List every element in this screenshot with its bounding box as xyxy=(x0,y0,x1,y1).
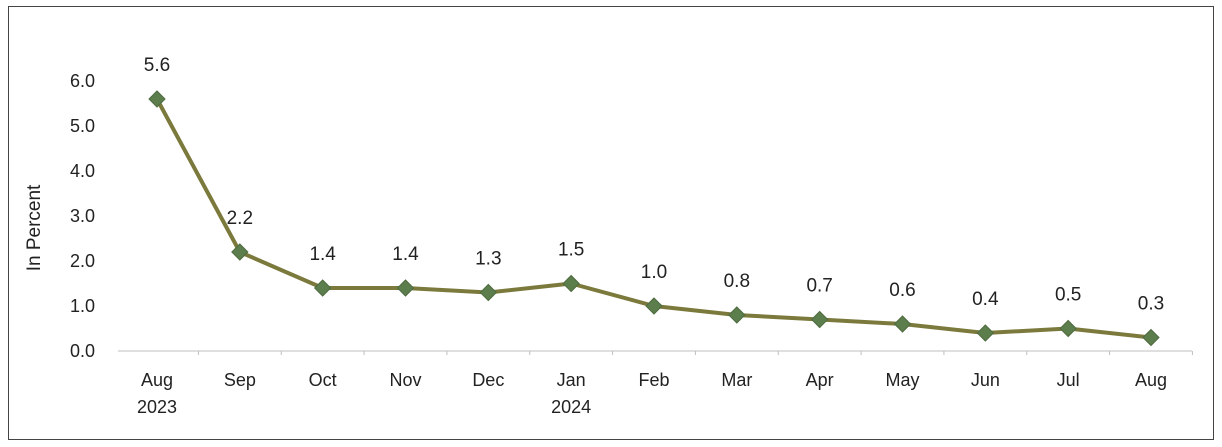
data-point-marker xyxy=(148,90,166,108)
x-tick-label: Aug xyxy=(141,370,173,390)
x-tick-label: Jul xyxy=(1057,370,1080,390)
data-value-label: 1.4 xyxy=(392,244,419,265)
x-tick-label: Nov xyxy=(389,370,421,390)
x-tick-label: Feb xyxy=(638,370,669,390)
data-point-marker xyxy=(810,310,829,329)
x-tick-label: Aug xyxy=(1135,370,1167,390)
data-labels: 5.6 2.2 1.4 1.4 1.3 1.5 1.0 0.8 0.7 0.6 0.4 0.5 0.3 xyxy=(144,55,1164,315)
data-value-label: 1.0 xyxy=(641,262,667,283)
data-value-label: 1.5 xyxy=(558,240,584,261)
data-point-marker xyxy=(1059,319,1077,338)
data-value-label: 0.7 xyxy=(806,276,832,297)
x-tick-label: May xyxy=(885,370,919,390)
y-tick-label: 0.0 xyxy=(70,341,95,361)
data-value-label: 0.8 xyxy=(724,271,750,292)
x-tick-label: Apr xyxy=(806,370,834,390)
data-value-label: 0.6 xyxy=(889,280,915,301)
y-tick-label: 6.0 xyxy=(70,71,95,91)
data-value-label: 5.6 xyxy=(144,55,170,76)
y-axis-title: In Percent xyxy=(24,184,45,271)
data-point-marker xyxy=(1142,328,1160,347)
x-tick-label: Dec xyxy=(472,370,504,390)
data-point-marker xyxy=(645,297,663,315)
data-value-label: 0.3 xyxy=(1138,294,1164,315)
series-markers xyxy=(148,90,1160,347)
x-tick-label: Jun xyxy=(971,370,1000,390)
data-point-marker xyxy=(562,274,580,293)
x-tick-label: Sep xyxy=(224,370,256,390)
y-tick-label: 3.0 xyxy=(70,206,95,226)
y-tick-label: 4.0 xyxy=(70,161,95,181)
data-point-marker xyxy=(479,283,498,302)
y-tick-label: 5.0 xyxy=(70,116,95,136)
data-point-marker xyxy=(893,315,912,333)
x-tick-year-label: 2024 xyxy=(551,397,591,417)
y-tick-label: 2.0 xyxy=(70,251,95,271)
data-value-label: 1.4 xyxy=(309,244,336,265)
data-point-marker xyxy=(313,279,332,297)
data-point-marker xyxy=(976,324,995,342)
x-tick-year-label: 2023 xyxy=(137,397,177,417)
data-point-marker xyxy=(396,279,415,297)
y-tick-label: 1.0 xyxy=(70,296,95,316)
x-tick-label: Mar xyxy=(721,370,752,390)
data-value-label: 1.3 xyxy=(475,249,501,270)
data-value-label: 0.4 xyxy=(972,289,999,310)
data-value-label: 0.5 xyxy=(1055,285,1081,306)
chart-frame xyxy=(8,6,1214,440)
x-tick-label: Oct xyxy=(309,370,337,390)
chart-axes: 0.0 1.0 2.0 3.0 4.0 5.0 6.0 Aug 2023 Sep Oct Nov Dec… xyxy=(70,71,1193,417)
data-point-marker xyxy=(231,243,249,261)
data-value-label: 2.2 xyxy=(227,208,253,229)
x-tick-label: Jan xyxy=(557,370,586,390)
data-point-marker xyxy=(728,306,746,324)
